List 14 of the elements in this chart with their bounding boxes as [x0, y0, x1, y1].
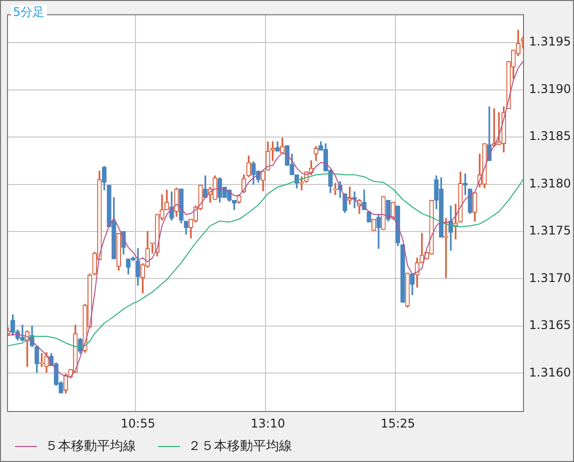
y-tick-label: 1.3190 — [529, 82, 571, 96]
y-tick-label: 1.3160 — [529, 365, 571, 380]
x-tick-label: 15:25 — [380, 416, 416, 430]
x-tick-label: 13:10 — [250, 416, 286, 430]
y-tick-label: 1.3185 — [529, 129, 571, 144]
chart-title: 5分足 — [11, 5, 47, 19]
y-tick-label: 1.3180 — [529, 176, 571, 190]
y-tick-label: 1.3195 — [529, 34, 571, 49]
y-tick-label: 1.3175 — [529, 224, 571, 238]
y-tick-label: 1.3170 — [529, 270, 571, 285]
x-tick-label: 10:55 — [120, 416, 156, 430]
y-tick-label: 1.3165 — [529, 318, 571, 332]
legend-label: ２５本移動平均線 — [188, 438, 292, 455]
legend-label: ５本移動平均線 — [45, 438, 136, 455]
